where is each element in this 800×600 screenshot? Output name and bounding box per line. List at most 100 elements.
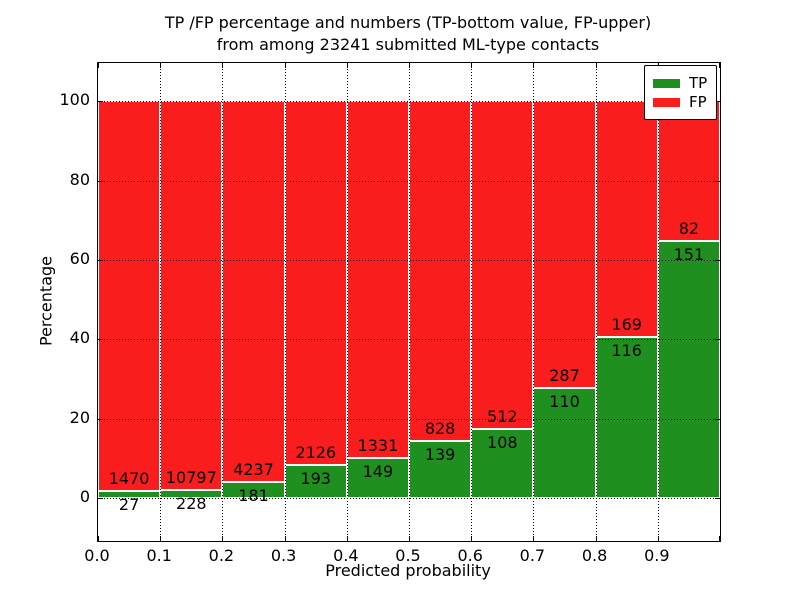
plot-area: 1470 27 10797 228 4237 181 2126 193 1331 149 828 13… — [97, 62, 721, 542]
bar-tp-segment — [284, 465, 347, 499]
bar-fp-count-label: 828 — [424, 419, 456, 439]
chart-title-line1: TP /FP percentage and numbers (TP-bottom… — [164, 13, 652, 32]
bar-tp-count-label: 139 — [424, 445, 456, 465]
gridline-vertical — [409, 63, 410, 541]
bar-tp-segment — [409, 441, 472, 499]
chart-title: TP /FP percentage and numbers (TP-bottom… — [97, 12, 719, 56]
y-tick-label: 100 — [59, 90, 90, 110]
gridline-vertical — [595, 63, 597, 541]
bar-tp-count-label: 149 — [362, 462, 394, 482]
x-tick — [409, 536, 410, 541]
chart-title-line2: from among 23241 submitted ML-type conta… — [216, 35, 600, 54]
gridline-vertical — [222, 63, 224, 541]
x-tick-label: 0.9 — [644, 546, 670, 565]
x-tick-label: 0.1 — [146, 546, 172, 565]
y-tick — [98, 180, 103, 182]
bar-tp-count-label: 108 — [487, 432, 518, 452]
bar-fp-count-label: 1470 — [108, 468, 150, 488]
bar-tp-segment — [346, 458, 409, 499]
y-tick — [715, 101, 720, 103]
gridline-horizontal — [98, 180, 720, 182]
x-tick — [160, 63, 162, 68]
bar-tp-segment — [533, 388, 596, 499]
y-tick — [98, 498, 103, 500]
bar-tp-count-label: 181 — [238, 485, 269, 505]
bar-tp-count-label: 151 — [673, 244, 705, 264]
bar-tp-segment — [471, 428, 534, 499]
x-tick — [471, 536, 473, 541]
bar-fp-count-label: 2126 — [295, 443, 337, 463]
gridline-vertical — [471, 63, 473, 541]
legend-item-fp: FP — [653, 94, 709, 110]
x-tick — [284, 536, 286, 541]
legend-item-tp: TP — [653, 75, 709, 91]
y-tick — [715, 180, 720, 182]
x-tick-label: 0.5 — [395, 546, 421, 565]
bar-fp-count-label: 82 — [678, 218, 700, 238]
x-tick — [98, 63, 99, 68]
x-tick-label: 0.7 — [519, 546, 546, 565]
bar-fp-segment — [284, 101, 347, 466]
bar-tp-count-label: 228 — [176, 493, 207, 513]
bar-fp-segment — [409, 101, 472, 442]
x-tick — [98, 536, 99, 541]
bar-tp-count-label: 193 — [300, 469, 331, 489]
bar-fp-count-label: 169 — [611, 314, 642, 334]
x-tick — [533, 536, 535, 541]
x-tick-label: 0.3 — [270, 546, 297, 565]
gridline-horizontal — [98, 259, 720, 261]
bar-tp-count-label: 27 — [118, 494, 140, 514]
y-tick-label: 0 — [79, 487, 90, 507]
bar-fp-segment — [471, 101, 534, 429]
gridline-horizontal — [98, 418, 720, 420]
bar-tp-segment — [98, 490, 161, 499]
x-tick-label: 0.4 — [333, 546, 359, 565]
bar-fp-count-label: 4237 — [233, 459, 274, 479]
x-tick — [284, 63, 286, 68]
gridline-horizontal — [98, 498, 720, 500]
fp-swatch-icon — [653, 97, 680, 107]
bar-tp-count-label: 116 — [611, 340, 642, 360]
y-tick-label: 20 — [69, 407, 90, 427]
gridline-vertical — [160, 63, 162, 541]
gridline-vertical — [533, 63, 535, 541]
bar-fp-count-label: 287 — [549, 366, 580, 386]
x-tick-label: 0.6 — [457, 546, 483, 565]
x-tick — [222, 536, 224, 541]
y-tick — [98, 259, 103, 261]
bar-tp-segment — [657, 240, 720, 499]
x-tick — [595, 536, 597, 541]
x-tick-label: 0.0 — [84, 546, 110, 565]
bar-fp-count-label: 10797 — [165, 467, 217, 487]
x-tick — [409, 63, 410, 68]
bar-fp-segment — [595, 101, 658, 337]
y-tick — [715, 498, 720, 500]
y-tick — [98, 339, 103, 341]
x-tick — [222, 63, 224, 68]
bar-fp-segment — [533, 101, 596, 389]
y-tick-label: 60 — [69, 248, 90, 268]
gridline-horizontal — [98, 101, 720, 103]
bar-fp-segment — [657, 101, 720, 241]
legend-label-fp: FP — [689, 93, 707, 111]
x-tick-label: 0.8 — [581, 546, 608, 565]
tp-swatch-icon — [653, 78, 680, 88]
gridline-horizontal — [98, 339, 720, 341]
x-tick-label: 0.2 — [208, 546, 235, 565]
gridline-vertical — [657, 63, 659, 541]
bar-fp-count-label: 512 — [487, 406, 518, 426]
x-tick — [719, 63, 720, 68]
x-tick — [346, 536, 348, 541]
bar-fp-segment — [160, 101, 223, 490]
bar-tp-count-label: 110 — [549, 392, 580, 412]
gridline-vertical — [284, 63, 286, 541]
y-tick-label: 80 — [69, 169, 90, 189]
bar-tp-segment — [595, 336, 658, 499]
x-tick — [595, 63, 597, 68]
y-tick-label: 40 — [69, 328, 90, 348]
gridline-vertical — [346, 63, 348, 541]
x-tick — [719, 536, 720, 541]
y-tick — [98, 418, 103, 420]
bar-fp-segment — [98, 101, 161, 491]
